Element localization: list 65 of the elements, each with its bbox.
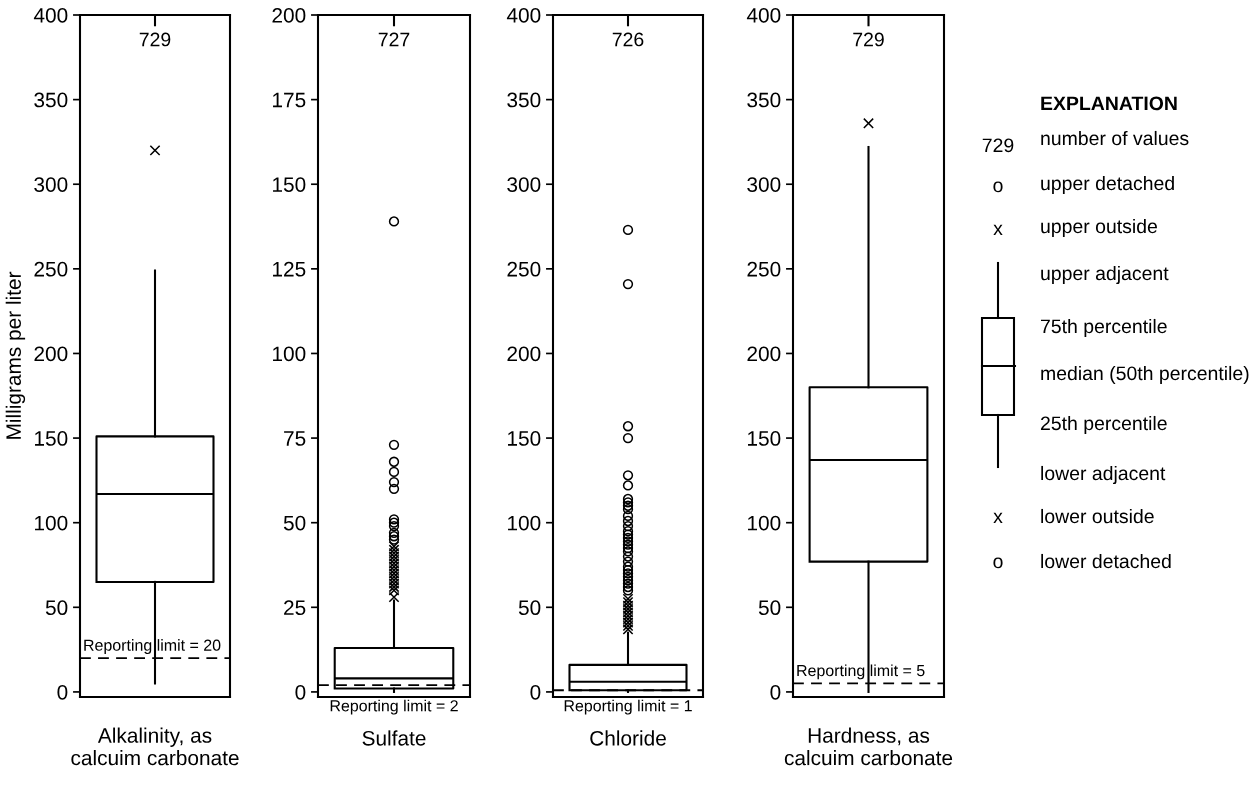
text: upper outside — [1041, 218, 1157, 238]
annotation: 726 — [612, 32, 644, 47]
y-tick-label: 400 — [506, 8, 541, 23]
annotation: 729 — [853, 32, 884, 47]
y-tick-label: 250 — [34, 261, 68, 277]
x-tick-label: Sulfate — [362, 730, 426, 746]
ref-line-label: Reporting limit = 5 — [797, 664, 925, 680]
y-tick-label: 100 — [273, 346, 306, 362]
y-tick-label: 400 — [746, 8, 781, 23]
y-tick-label: 100 — [748, 515, 781, 531]
ref-line-label: Reporting limit = 1 — [564, 699, 692, 715]
ref-line-label: Reporting limit = 20 — [84, 639, 221, 654]
y-tick-label: 0 — [57, 684, 68, 700]
text: x — [993, 224, 1003, 236]
annotation: 727 — [378, 32, 410, 47]
text: number of values — [1041, 130, 1189, 146]
text: 25th percentile — [1040, 415, 1167, 435]
y-tick-label: 50 — [518, 600, 541, 616]
text: upper detached — [1041, 175, 1174, 195]
y-tick-label: 25 — [284, 600, 306, 616]
text: x — [993, 512, 1003, 524]
text: o — [993, 181, 1003, 193]
x-tick-label: Hardness, as calcuim carbonate — [784, 727, 953, 766]
y-tick-label: 0 — [770, 684, 781, 700]
y-tick-label: 150 — [35, 431, 68, 446]
y-tick-label: 150 — [273, 177, 306, 192]
y-tick-label: 0 — [295, 684, 306, 700]
text: 75th percentile — [1041, 318, 1167, 338]
y-tick-label: 150 — [748, 431, 781, 446]
text: o — [993, 557, 1003, 569]
y-tick-label: 150 — [508, 431, 541, 446]
text: lower outside — [1041, 508, 1154, 524]
ref-line-label: Reporting limit = 2 — [330, 699, 458, 715]
y-tick-label: 50 — [45, 600, 68, 616]
y-tick-label: 250 — [747, 261, 781, 277]
text: median (50th percentile) — [1041, 365, 1249, 385]
x-tick-label: Alkalinity, as calcuim carbonate — [71, 727, 239, 766]
y-tick-label: 300 — [34, 177, 68, 192]
y-tick-label: 200 — [272, 8, 306, 23]
y-tick-label: 300 — [747, 177, 781, 192]
text: lower detached — [1041, 553, 1171, 569]
y-tick-label: 175 — [273, 92, 306, 108]
y-tick-label: 350 — [34, 92, 68, 108]
y-axis-title: Milligrams per liter — [5, 271, 26, 439]
y-tick-label: 50 — [283, 515, 306, 531]
y-tick-label: 200 — [747, 346, 781, 362]
x-tick-label: Chloride — [590, 730, 666, 746]
y-tick-label: 350 — [747, 92, 781, 108]
y-tick-label: 350 — [507, 92, 541, 108]
text: 729 — [982, 138, 1014, 153]
y-tick-label: 125 — [273, 261, 306, 277]
y-tick-label: 100 — [508, 515, 541, 531]
text: EXPLANATION — [1041, 96, 1177, 111]
text: upper adjacent — [1041, 265, 1169, 285]
y-tick-label: 0 — [530, 684, 541, 700]
y-tick-label: 400 — [33, 8, 68, 23]
text: lower adjacent — [1041, 465, 1166, 485]
y-tick-label: 50 — [758, 600, 781, 616]
y-tick-label: 200 — [507, 346, 541, 362]
y-tick-label: 75 — [284, 431, 306, 446]
y-tick-label: 300 — [507, 177, 541, 192]
y-tick-label: 250 — [507, 261, 541, 277]
y-tick-label: 100 — [35, 515, 68, 531]
annotation: 729 — [139, 32, 171, 47]
y-tick-label: 200 — [34, 346, 68, 362]
